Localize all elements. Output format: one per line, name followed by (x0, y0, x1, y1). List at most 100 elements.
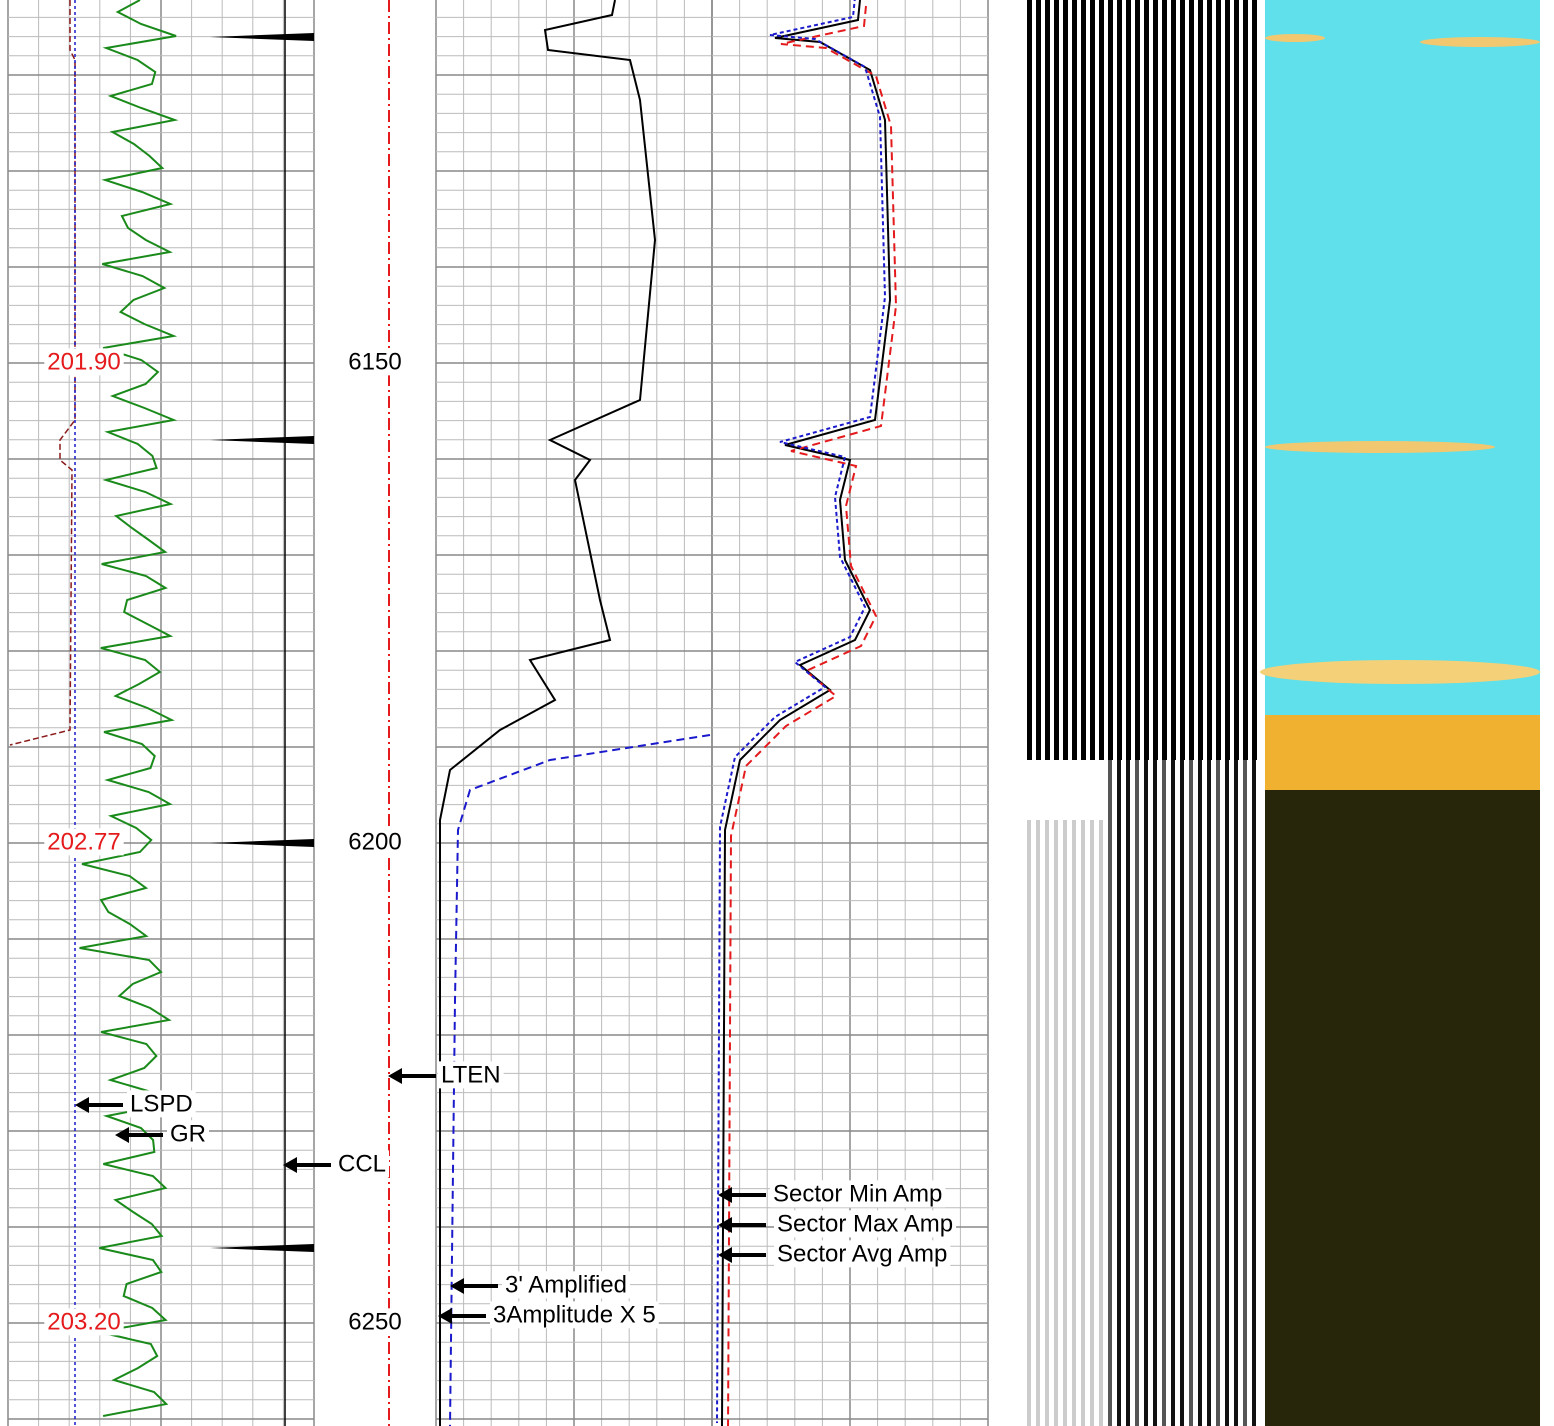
vdl-stripe (1036, 0, 1041, 760)
vdl-stripe (1117, 0, 1122, 760)
vdl-stripe (1225, 0, 1230, 760)
depth-label: 6150 (348, 348, 401, 375)
curve-label: Sector Avg Amp (777, 1240, 947, 1267)
label-bg (438, 1061, 504, 1089)
label-bg (770, 1180, 946, 1208)
label-bg (774, 1240, 951, 1268)
image-dark (1265, 790, 1540, 1426)
vdl-stripe (1234, 760, 1238, 1426)
label-bg (44, 348, 124, 376)
label-bg (345, 828, 405, 856)
time-label: 203.20 (47, 1308, 120, 1335)
vdl-stripe (1198, 0, 1203, 760)
vdl-stripe (1027, 820, 1031, 1426)
depth-label: 6250 (348, 1308, 401, 1335)
ccl-spike (210, 839, 314, 847)
labels: 201.90 202.77 203.20 6150 6200 6250 LTEN… (44, 348, 957, 1336)
ccl-spike (210, 1244, 314, 1252)
curve-label: 3Amplitude X 5 (493, 1301, 656, 1328)
label-bg (44, 1308, 124, 1336)
vdl-stripe (1216, 0, 1221, 760)
vdl-stripe (1045, 0, 1050, 760)
curve-label: GR (170, 1120, 206, 1147)
streak (1420, 37, 1540, 47)
vdl-stripe (1063, 820, 1067, 1426)
vdl-stripe (1225, 760, 1229, 1426)
arrow-head (115, 1127, 129, 1143)
vdl-stripe (1027, 0, 1032, 760)
curve-label: Sector Max Amp (777, 1210, 953, 1237)
curve (9, 0, 76, 746)
vdl-stripe (1162, 760, 1166, 1426)
vdl-stripe (1171, 760, 1175, 1426)
vdl-stripe (1054, 820, 1058, 1426)
curve (79, 0, 179, 1417)
label-bg (167, 1120, 209, 1148)
streak (1265, 34, 1325, 42)
streak (1265, 441, 1495, 453)
ccl-spike (210, 33, 314, 41)
arrow-head (718, 1187, 732, 1203)
image-track (1260, 0, 1540, 1426)
curve (727, 5, 898, 1426)
vdl-stripe (1144, 0, 1149, 760)
vdl-stripe (1090, 0, 1095, 760)
vdl-stripe (1153, 760, 1157, 1426)
vdl-stripe (1081, 0, 1086, 760)
label-bg (127, 1090, 196, 1118)
curve (449, 734, 711, 1426)
vdl-stripe (1081, 820, 1085, 1426)
curve (721, 0, 892, 1426)
vdl-stripe (1108, 760, 1112, 1426)
vdl-stripe (1189, 0, 1194, 760)
vdl-stripe (1108, 0, 1113, 760)
arrow-head (75, 1097, 89, 1113)
vdl-stripe (1207, 760, 1211, 1426)
arrow-head (283, 1157, 297, 1173)
label-bg (502, 1271, 630, 1299)
vdl-stripe (1099, 0, 1104, 760)
vdl-stripe (1045, 820, 1049, 1426)
vdl-stripe (1252, 0, 1257, 760)
label-bg (345, 1308, 405, 1336)
arrow-head (388, 1068, 402, 1084)
label-bg (345, 348, 405, 376)
vdl-stripe (1090, 820, 1094, 1426)
vdl-stripe (1054, 0, 1059, 760)
streak (1260, 660, 1540, 684)
vdl-stripe (1135, 0, 1140, 760)
vdl-stripe (1162, 0, 1167, 760)
vdl-stripe (1216, 760, 1220, 1426)
vdl-stripe (1171, 0, 1176, 760)
time-label: 202.77 (47, 828, 120, 855)
curve-label: CCL (338, 1150, 386, 1177)
curve (439, 0, 657, 1426)
vdl-stripe (1144, 760, 1148, 1426)
vdl-stripe (1063, 0, 1068, 760)
curve-label: 3' Amplified (505, 1271, 627, 1298)
curve (716, 0, 887, 1424)
vdl-stripe (1234, 0, 1239, 760)
vdl-stripe (1180, 0, 1185, 760)
vdl-stripe (1099, 820, 1103, 1426)
arrow-head (718, 1217, 732, 1233)
vdl-stripe (1180, 760, 1184, 1426)
depth-label: 6200 (348, 828, 401, 855)
vdl-stripe (1126, 0, 1131, 760)
curves (9, 0, 898, 1426)
vdl-stripe (1189, 760, 1193, 1426)
vdl-stripe (1036, 820, 1040, 1426)
time-label: 201.90 (47, 348, 120, 375)
curve-label: LTEN (441, 1061, 501, 1088)
vdl-stripe (1207, 0, 1212, 760)
vdl-stripe (1072, 0, 1077, 760)
label-bg (774, 1210, 957, 1238)
arrow-head (450, 1278, 464, 1294)
vdl-stripe (1198, 760, 1202, 1426)
vdl-stripe (1243, 0, 1248, 760)
vdl-stripe (1126, 760, 1130, 1426)
label-bg (44, 828, 124, 856)
vdl-stripe (1153, 0, 1158, 760)
arrow-head (718, 1247, 732, 1263)
vdl-stripe (1072, 820, 1076, 1426)
